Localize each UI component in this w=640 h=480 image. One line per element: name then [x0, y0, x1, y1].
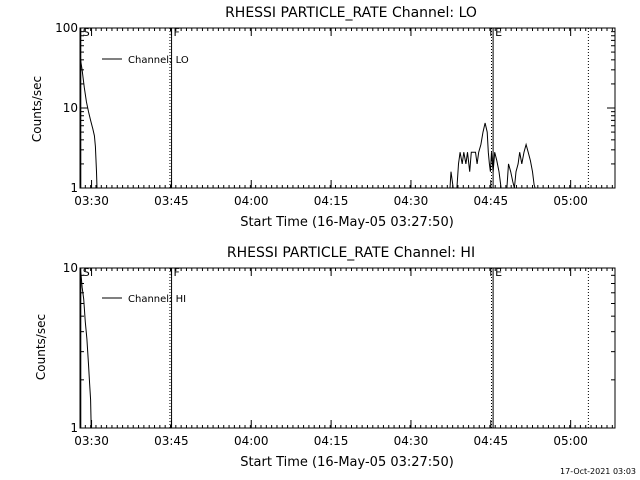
plot-frame: 03:30 03:45 04:00 04:15 04:30 04:45 05:00 1 10 10… — [55, 21, 616, 208]
series-line — [449, 122, 502, 189]
x-tick-label: 03:30 — [74, 434, 109, 448]
plot-box — [79, 267, 616, 429]
y-tick-label: 100 — [55, 21, 78, 35]
event-marker-label: F — [174, 266, 180, 279]
x-axis-label: Start Time (16-May-05 03:27:50) — [240, 455, 454, 470]
panel-lo: RHESSI PARTICLE_RATE Channel: LO 03:30 03… — [30, 5, 616, 230]
legend-label: Channel: LO — [128, 55, 189, 66]
x-tick-label: 04:15 — [314, 434, 349, 448]
legend: Channel: HI — [102, 294, 186, 305]
chart-title: RHESSI PARTICLE_RATE Channel: LO — [225, 5, 477, 21]
x-tick-label: 05:00 — [553, 194, 588, 208]
y-tick-label: 10 — [63, 101, 78, 115]
x-tick-label: 04:00 — [234, 434, 269, 448]
y-tick-label: 10 — [63, 261, 78, 275]
series-line — [79, 267, 92, 429]
event-marker-label: S — [83, 266, 90, 279]
x-tick-label: 04:15 — [314, 194, 349, 208]
event-marker-label: S — [83, 26, 90, 39]
x-tick-label: 04:30 — [394, 434, 429, 448]
y-tick-label: 1 — [70, 181, 78, 195]
x-axis-label: Start Time (16-May-05 03:27:50) — [240, 215, 454, 230]
series-line — [79, 56, 98, 189]
event-marker-label: F — [174, 26, 180, 39]
x-tick-label: 04:45 — [474, 194, 509, 208]
y-axis-label: Counts/sec — [30, 76, 44, 142]
x-tick-label: 04:00 — [234, 194, 269, 208]
legend: Channel: LO — [102, 55, 189, 66]
legend-label: Channel: HI — [128, 294, 186, 305]
x-tick-label: 03:45 — [154, 434, 189, 448]
series-line — [506, 142, 536, 189]
x-tick-label: 04:30 — [394, 194, 429, 208]
x-tick-label: 03:30 — [74, 194, 109, 208]
panel-hi: RHESSI PARTICLE_RATE Channel: HI 03:30 03… — [34, 245, 616, 470]
x-tick-label: 04:45 — [474, 434, 509, 448]
event-marker-label: E — [495, 26, 502, 39]
event-marker-label: E — [495, 266, 502, 279]
x-tick-label: 05:00 — [553, 434, 588, 448]
plot-frame: 03:30 03:45 04:00 04:15 04:30 04:45 05:00 1 10 — [63, 261, 616, 448]
y-axis-label: Counts/sec — [34, 314, 48, 380]
chart-title: RHESSI PARTICLE_RATE Channel: HI — [227, 245, 475, 261]
y-tick-label: 1 — [70, 421, 78, 435]
x-tick-label: 03:45 — [154, 194, 189, 208]
footer-timestamp: 17-Oct-2021 03:03 — [560, 467, 636, 476]
